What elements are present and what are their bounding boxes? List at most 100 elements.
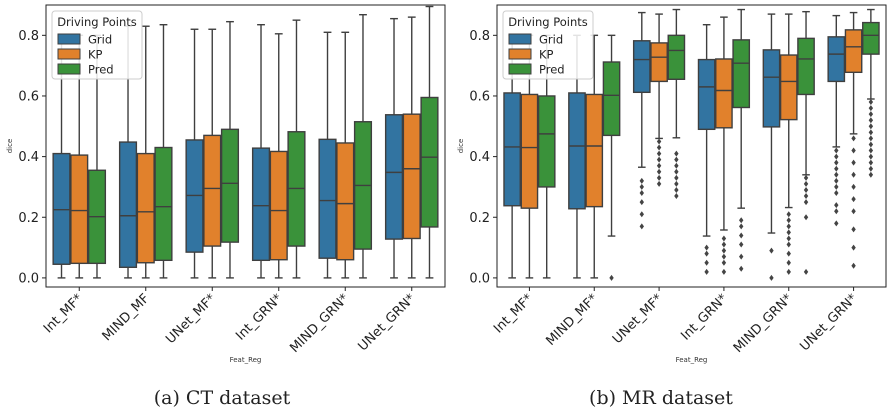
ct-legend-title: Driving Points xyxy=(57,15,137,29)
mr-box-kp-5 xyxy=(844,29,863,74)
mr-box-pred-4-outlier-1 xyxy=(803,180,809,187)
mr-box-pred-5-outlier-10 xyxy=(868,159,874,166)
ct-legend-label-pred: Pred xyxy=(88,63,114,77)
mr-box-kp-2-outlier-2 xyxy=(656,150,662,157)
mr-box-pred-5 xyxy=(862,21,880,55)
mr-box-grid-4 xyxy=(762,49,781,128)
mr-box-kp-5-outlier-8 xyxy=(851,244,856,251)
mr-box-kp-2 xyxy=(650,42,668,83)
mr-box-grid-4-outlier-1 xyxy=(769,274,774,281)
mr-legend-swatch-kp xyxy=(508,48,532,60)
mr-box-grid-5-outlier-0 xyxy=(834,147,839,154)
ct-box-pred-1 xyxy=(154,146,173,262)
mr-box-kp-5-outlier-7 xyxy=(851,226,856,233)
mr-box-pred-5-outlier-11 xyxy=(868,165,874,172)
mr-box-kp-4-outlier-3 xyxy=(786,229,791,236)
mr-box-grid-2-outlier-1 xyxy=(639,183,644,190)
mr-box-kp-4-outlier-8 xyxy=(786,268,791,275)
mr-box-kp-2-outlier-3 xyxy=(656,156,662,163)
ct-ytick-label-4: 0.8 xyxy=(18,29,39,44)
ct-ytick-label-1: 0.2 xyxy=(18,211,39,226)
mr-box-pred-5-outlier-1 xyxy=(868,105,874,112)
mr-xtick-label-5: UNet_GRN* xyxy=(797,291,860,354)
mr-box-kp-5-outlier-4 xyxy=(851,183,856,190)
ct-legend xyxy=(51,10,143,80)
ct-xtick-label-0: Int_MF* xyxy=(41,291,87,337)
ct-box-pred-5 xyxy=(420,96,439,228)
mr-legend xyxy=(502,10,594,80)
mr-ytick-label-3: 0.6 xyxy=(469,89,490,104)
mr-box-kp-3-outlier-2 xyxy=(721,247,727,254)
ct-legend-swatch-pred xyxy=(57,63,81,75)
ct-box-kp-5 xyxy=(402,113,421,240)
mr-box-kp-4 xyxy=(779,54,798,121)
mr-box-kp-4-outlier-5 xyxy=(786,241,791,248)
mr-box-kp-3-outlier-1 xyxy=(721,241,727,248)
mr-box-grid-3 xyxy=(697,58,716,131)
ct-xaxis-label: Feat_Reg xyxy=(230,356,262,364)
mr-box-pred-4-outlier-0 xyxy=(803,174,809,181)
mr-box-kp-3-outlier-5 xyxy=(721,268,727,275)
ct-xtick-label-2: UNet_MF* xyxy=(163,291,219,347)
mr-box-pred-3-outlier-5 xyxy=(739,265,744,272)
ct-box-pred-2 xyxy=(220,128,240,243)
mr-box-pred-5-outlier-6 xyxy=(868,135,874,142)
mr-box-kp-2-outlier-6 xyxy=(656,174,662,181)
ct-xtick-label-5: UNet_GRN* xyxy=(356,291,419,354)
mr-box-kp-3-outlier-3 xyxy=(721,253,727,260)
ct-legend-label-kp: KP xyxy=(88,48,103,62)
ct-xtick-label-4: MIND_GRN* xyxy=(287,291,352,356)
mr-box-pred-3-outlier-1 xyxy=(739,223,744,230)
mr-box-kp-2-outlier-7 xyxy=(656,180,662,187)
mr-axes-frame xyxy=(496,4,887,288)
mr-box-pred-4-outlier-5 xyxy=(803,214,809,221)
mr-box-kp-4-outlier-7 xyxy=(786,259,791,266)
mr-box-pred-2 xyxy=(667,34,686,80)
ct-axes-frame xyxy=(45,4,446,288)
mr-box-grid-3-outlier-0 xyxy=(704,244,709,251)
ct-box-grid-5 xyxy=(384,114,404,240)
mr-xtick-label-2: UNet_MF* xyxy=(610,291,666,347)
mr-box-kp-5-outlier-2 xyxy=(851,159,856,166)
mr-box-pred-4-outlier-6 xyxy=(803,268,809,275)
ct-caption: (a) CT dataset xyxy=(154,387,291,409)
mr-legend-swatch-pred xyxy=(508,63,532,75)
mr-box-pred-2-outlier-5 xyxy=(674,180,679,187)
mr-box-kp-4-outlier-4 xyxy=(786,235,791,242)
ct-box-grid-0 xyxy=(52,152,71,265)
mr-box-kp-5-outlier-5 xyxy=(851,196,856,203)
mr-box-grid-3-outlier-3 xyxy=(704,268,709,275)
ct-box-grid-3 xyxy=(251,147,271,262)
mr-box-pred-2-outlier-4 xyxy=(674,174,679,181)
ct-xtick-label-3: Int_GRN* xyxy=(233,291,286,344)
mr-box-kp-1 xyxy=(585,93,604,208)
mr-box-pred-0 xyxy=(537,95,556,188)
mr-box-pred-5-outlier-2 xyxy=(868,111,874,118)
mr-legend-swatch-grid xyxy=(508,33,532,45)
ct-xtick-label-1: MIND_MF xyxy=(100,291,153,344)
mr-legend-title: Driving Points xyxy=(508,15,588,29)
ct-box-kp-2 xyxy=(203,134,222,247)
mr-box-kp-4-outlier-6 xyxy=(786,250,791,257)
ct-ytick-label-2: 0.4 xyxy=(18,150,39,165)
mr-box-pred-2-outlier-2 xyxy=(674,162,679,169)
mr-box-kp-3-outlier-4 xyxy=(721,259,727,266)
mr-ytick-label-1: 0.2 xyxy=(469,211,490,226)
mr-box-kp-4-outlier-1 xyxy=(786,217,791,224)
mr-legend-label-grid: Grid xyxy=(539,33,563,47)
mr-box-grid-5-outlier-4 xyxy=(834,171,839,178)
mr-box-kp-4-outlier-2 xyxy=(786,223,791,230)
mr-box-pred-5-outlier-8 xyxy=(868,147,874,154)
mr-box-pred-5-outlier-9 xyxy=(868,153,874,160)
mr-box-pred-2-outlier-6 xyxy=(674,186,679,193)
ct-ytick-label-3: 0.6 xyxy=(18,89,39,104)
mr-box-grid-2 xyxy=(632,40,651,94)
mr-box-kp-2-outlier-4 xyxy=(656,162,662,169)
mr-box-kp-3 xyxy=(715,58,733,129)
mr-box-grid-5-outlier-6 xyxy=(834,183,839,190)
mr-box-grid-2-outlier-5 xyxy=(639,223,644,230)
mr-box-grid-1 xyxy=(568,92,586,210)
mr-ytick-label-0: 0.0 xyxy=(469,271,490,286)
mr-yaxis-label: dice xyxy=(457,139,465,154)
mr-box-grid-2-outlier-2 xyxy=(639,190,644,196)
